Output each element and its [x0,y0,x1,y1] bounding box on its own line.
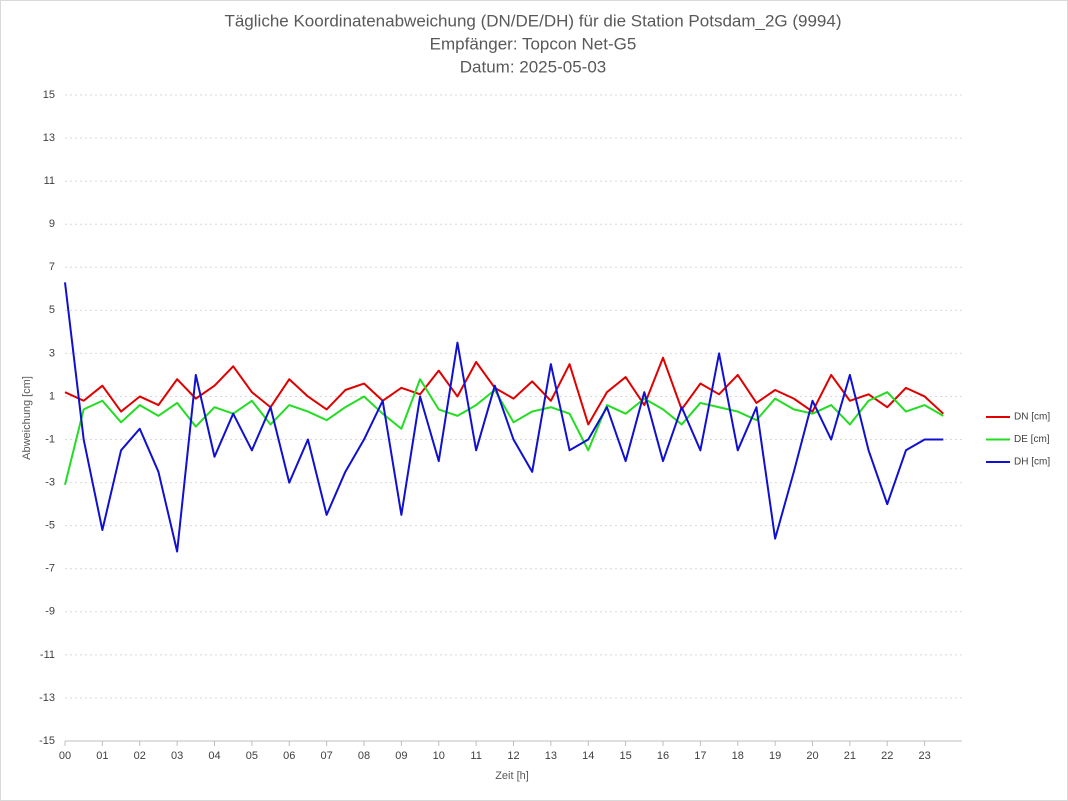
y-tick-label: 5 [49,304,55,316]
x-tick-label: 04 [208,750,220,762]
y-tick-label: 1 [49,390,55,402]
y-tick-label: -13 [39,692,55,704]
y-tick-label: 11 [44,175,55,187]
series-line [64,356,944,426]
y-axis-label: Abweichung [cm] [21,376,33,460]
x-tick-label: 02 [134,750,146,762]
x-tick-label: 17 [694,750,706,762]
x-tick-label: 00 [59,750,71,762]
x-tick-label: 19 [769,750,781,762]
x-tick-label: 10 [433,750,445,762]
x-tick-label: 09 [395,750,407,762]
x-tick-label: 06 [283,750,295,762]
y-tick-label: 15 [43,89,55,101]
y-tick-label: 3 [49,347,55,359]
chart-title: Tägliche Koordinatenabweichung (DN/DE/DH… [224,11,841,30]
legend-label: DH [cm] [1014,457,1050,468]
x-tick-label: 16 [657,750,669,762]
y-tick-label: -11 [40,649,55,661]
y-tick-label: -3 [45,477,55,489]
x-tick-label: 22 [881,750,893,762]
y-tick-label: -5 [45,520,55,532]
x-tick-label: 21 [844,750,856,762]
x-tick-label: 05 [246,750,258,762]
x-tick-label: 20 [806,750,818,762]
x-tick-label: 08 [358,750,370,762]
legend-label: DE [cm] [1014,434,1050,445]
x-tick-label: 11 [470,750,481,762]
y-tick-label: -1 [45,433,55,445]
y-tick-label: 7 [49,261,55,273]
x-tick-label: 18 [732,750,744,762]
x-tick-label: 01 [96,750,108,762]
y-tick-label: 13 [43,132,55,144]
x-tick-label: 23 [919,750,931,762]
y-tick-label: -7 [45,563,55,575]
series-line [64,378,944,485]
x-tick-label: 03 [171,750,183,762]
series-line [64,282,944,553]
chart-date: Datum: 2025-05-03 [460,57,606,76]
y-tick-label: -9 [45,606,55,618]
y-tick-label: 9 [49,218,55,230]
x-tick-label: 15 [620,750,632,762]
x-tick-label: 12 [507,750,519,762]
y-tick-label: -15 [39,735,55,747]
x-tick-label: 13 [545,750,557,762]
chart-subtitle: Empfänger: Topcon Net-G5 [430,34,637,53]
legend-label: DN [cm] [1014,412,1050,423]
x-tick-label: 14 [582,750,594,762]
x-axis-label: Zeit [h] [495,770,529,782]
x-tick-label: 07 [321,750,333,762]
